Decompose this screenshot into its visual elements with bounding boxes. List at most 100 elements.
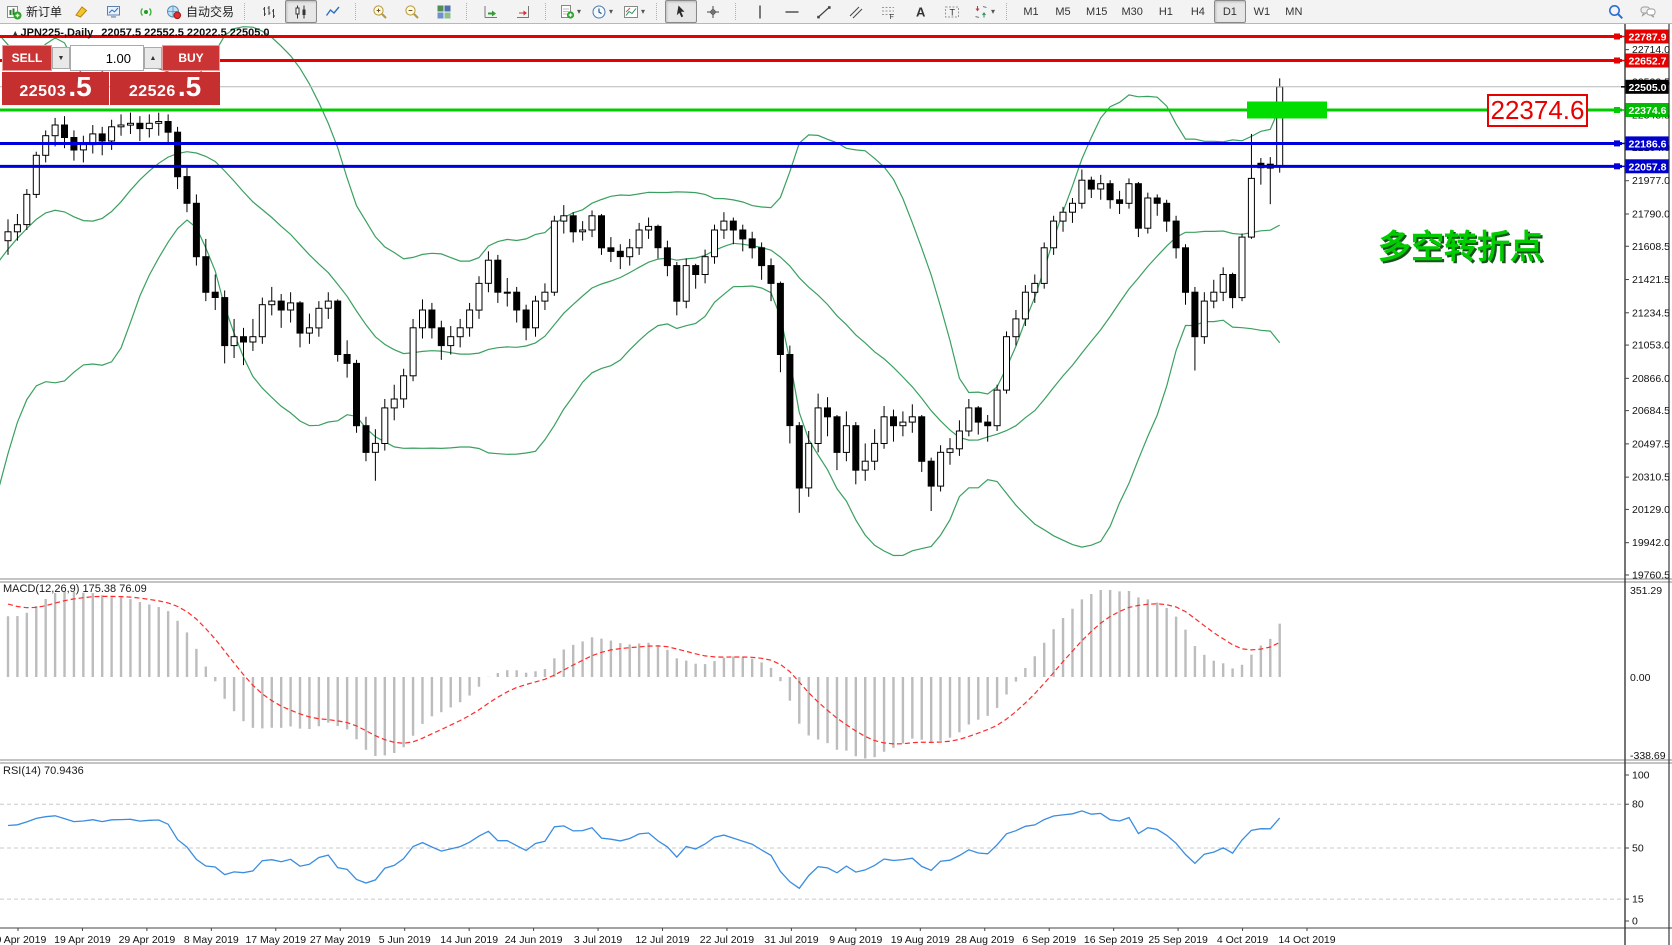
svg-text:15: 15 bbox=[1632, 894, 1644, 906]
tf-d1-button[interactable]: D1 bbox=[1213, 0, 1246, 23]
bar-chart-button[interactable] bbox=[253, 0, 285, 23]
toolbar-separator bbox=[244, 3, 249, 20]
buy-price-main: 22526 bbox=[128, 83, 176, 100]
tf-m5-label: M5 bbox=[1055, 5, 1071, 18]
zoom-in-button[interactable] bbox=[364, 0, 396, 23]
svg-text:4 Oct 2019: 4 Oct 2019 bbox=[1217, 934, 1269, 945]
svg-text:20310.5: 20310.5 bbox=[1632, 472, 1670, 484]
highlighter-icon bbox=[74, 4, 90, 20]
line-chart-button[interactable] bbox=[317, 0, 349, 23]
text-button[interactable]: A bbox=[904, 0, 936, 23]
auto-scroll-button[interactable] bbox=[475, 0, 507, 23]
buy-price-pips: .5 bbox=[177, 71, 202, 102]
svg-text:25 Sep 2019: 25 Sep 2019 bbox=[1148, 934, 1208, 945]
svg-text:20866.0: 20866.0 bbox=[1632, 373, 1670, 385]
tf-h4-button[interactable]: H4 bbox=[1182, 0, 1214, 23]
svg-text:0.00: 0.00 bbox=[1630, 672, 1651, 684]
svg-text:0: 0 bbox=[1632, 916, 1638, 928]
svg-text:22057.8: 22057.8 bbox=[1629, 161, 1667, 173]
svg-text:22374.6: 22374.6 bbox=[1629, 105, 1667, 117]
tf-m1-label: M1 bbox=[1023, 5, 1039, 18]
signals-button[interactable] bbox=[130, 0, 162, 23]
zoom-out-button[interactable] bbox=[396, 0, 428, 23]
volume-input[interactable]: 1.00 bbox=[70, 45, 144, 71]
new-order-button[interactable]: 新订单 bbox=[2, 0, 66, 23]
toolbar-separator bbox=[656, 3, 661, 20]
market-watch-button[interactable] bbox=[98, 0, 130, 23]
svg-text:31 Jul 2019: 31 Jul 2019 bbox=[764, 934, 818, 945]
svg-text:29 Apr 2019: 29 Apr 2019 bbox=[119, 934, 176, 945]
new-order-label: 新订单 bbox=[26, 5, 63, 19]
equidistant-channel-button[interactable] bbox=[840, 0, 872, 23]
rsi-indicator-label: RSI(14) 70.9436 bbox=[3, 765, 84, 777]
buy-button[interactable]: BUY bbox=[162, 45, 220, 71]
svg-text:22186.6: 22186.6 bbox=[1629, 138, 1667, 150]
tf-mn-label: MN bbox=[1285, 5, 1303, 18]
tf-m30-button[interactable]: M30 bbox=[1114, 0, 1149, 23]
crosshair-button[interactable] bbox=[697, 0, 729, 23]
volume-decrease-button[interactable]: ▼ bbox=[52, 47, 70, 69]
vline-icon bbox=[752, 4, 768, 20]
cursor-button[interactable] bbox=[665, 0, 698, 23]
arrows-button[interactable]: ▾ bbox=[968, 0, 1000, 23]
channel-icon bbox=[848, 4, 864, 20]
sell-price[interactable]: 22503 .5 bbox=[2, 72, 109, 105]
toolbar-group-timeframes: M1 M5 M15 M30 H1 H4 D1 W1 MN bbox=[1015, 0, 1310, 24]
svg-text:21053.0: 21053.0 bbox=[1632, 340, 1670, 352]
tf-m5-button[interactable]: M5 bbox=[1047, 0, 1079, 23]
auto-trading-button[interactable]: 自动交易 bbox=[162, 0, 238, 23]
clock-icon bbox=[591, 4, 607, 20]
svg-text:19 Aug 2019: 19 Aug 2019 bbox=[891, 934, 950, 945]
sell-button[interactable]: SELL bbox=[2, 45, 52, 71]
sell-price-pips: .5 bbox=[68, 71, 92, 102]
chart-shift-button[interactable] bbox=[507, 0, 539, 23]
text-label-button[interactable]: T bbox=[936, 0, 968, 23]
svg-text:50: 50 bbox=[1632, 843, 1644, 855]
highlight-button[interactable] bbox=[66, 0, 98, 23]
horizontal-line-button[interactable] bbox=[776, 0, 808, 23]
ohlc-values: 22057.5 22552.5 22022.5 22505.0 bbox=[101, 27, 270, 39]
svg-text:28 Aug 2019: 28 Aug 2019 bbox=[955, 934, 1014, 945]
chevron-down-icon: ▾ bbox=[641, 7, 646, 16]
templates-button[interactable]: ▾ bbox=[618, 0, 650, 23]
tf-w1-button[interactable]: W1 bbox=[1246, 0, 1278, 23]
text-a-icon: A bbox=[912, 4, 928, 20]
search-button[interactable] bbox=[1600, 0, 1632, 23]
vertical-line-button[interactable] bbox=[744, 0, 776, 23]
toolbar-group-scroll bbox=[475, 0, 539, 24]
indicators-button[interactable]: ▾ bbox=[554, 0, 586, 23]
tf-h1-button[interactable]: H1 bbox=[1150, 0, 1182, 23]
price-callout-label[interactable]: 22374.6 bbox=[1487, 94, 1588, 127]
tile-windows-button[interactable] bbox=[428, 0, 460, 23]
svg-text:14 Jun 2019: 14 Jun 2019 bbox=[440, 934, 498, 945]
svg-text:100: 100 bbox=[1632, 770, 1650, 782]
buy-price[interactable]: 22526 .5 bbox=[110, 72, 220, 105]
fibonacci-button[interactable]: F bbox=[872, 0, 904, 23]
svg-text:21421.5: 21421.5 bbox=[1632, 274, 1670, 286]
toolbar-separator bbox=[466, 3, 471, 20]
tf-m15-button[interactable]: M15 bbox=[1079, 0, 1114, 23]
svg-text:21790.0: 21790.0 bbox=[1632, 208, 1670, 220]
volume-increase-button[interactable]: ▲ bbox=[144, 47, 162, 69]
chart-window: 22714.022532.522345.522164.021977.021790… bbox=[0, 24, 1672, 945]
tf-mn-button[interactable]: MN bbox=[1278, 0, 1310, 23]
tf-m1-button[interactable]: M1 bbox=[1015, 0, 1047, 23]
new-order-icon bbox=[6, 4, 22, 20]
auto-trading-label: 自动交易 bbox=[186, 5, 235, 19]
toolbar-separator bbox=[1006, 3, 1011, 20]
svg-text:A: A bbox=[916, 4, 926, 19]
hline-icon bbox=[784, 4, 800, 20]
chart-canvas[interactable]: 22714.022532.522345.522164.021977.021790… bbox=[0, 24, 1672, 945]
turning-point-annotation[interactable]: 多空转折点 bbox=[1378, 228, 1543, 265]
auto-scroll-icon bbox=[483, 4, 499, 20]
community-chat-button[interactable] bbox=[1632, 0, 1664, 23]
tiles-icon bbox=[436, 4, 452, 20]
chevron-down-icon: ▾ bbox=[609, 7, 614, 16]
periods-button[interactable]: ▾ bbox=[586, 0, 618, 23]
tf-h4-label: H4 bbox=[1190, 5, 1205, 18]
candlestick-chart-button[interactable] bbox=[285, 0, 318, 23]
toolbar-separator bbox=[355, 3, 360, 20]
trendline-button[interactable] bbox=[808, 0, 840, 23]
symbol-period-label: JPN225-,Daily bbox=[20, 27, 94, 39]
svg-text:14 Oct 2019: 14 Oct 2019 bbox=[1278, 934, 1335, 945]
